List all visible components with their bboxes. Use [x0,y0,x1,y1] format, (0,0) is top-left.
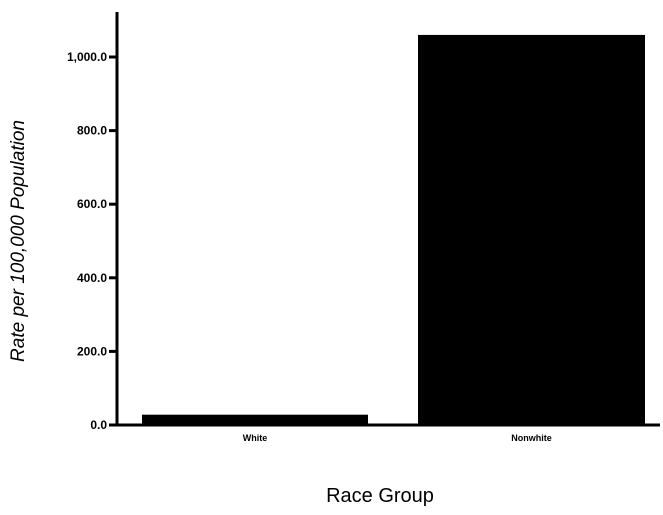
y-tick-label: 400.0 [77,271,107,285]
bar-nonwhite [418,34,645,426]
y-axis-title: Rate per 100,000 Population [8,120,29,362]
y-tick-label: 1,000.0 [67,50,107,64]
x-axis-title: Race Group [326,485,434,507]
x-ticks: White Nonwhite [243,433,552,443]
y-tick-label: 600.0 [77,197,107,211]
x-tick-label-nonwhite: Nonwhite [511,433,552,443]
x-tick-label-white: White [243,433,268,443]
y-tick-label: 200.0 [77,344,107,358]
bar-white [142,414,368,425]
y-tick-label: 0.0 [90,418,107,432]
y-ticks: 0.0 200.0 400.0 600.0 800.0 1,000.0 [67,50,117,432]
axes-layer [115,12,660,427]
bars-layer [142,34,645,426]
y-tick-label: 800.0 [77,124,107,138]
